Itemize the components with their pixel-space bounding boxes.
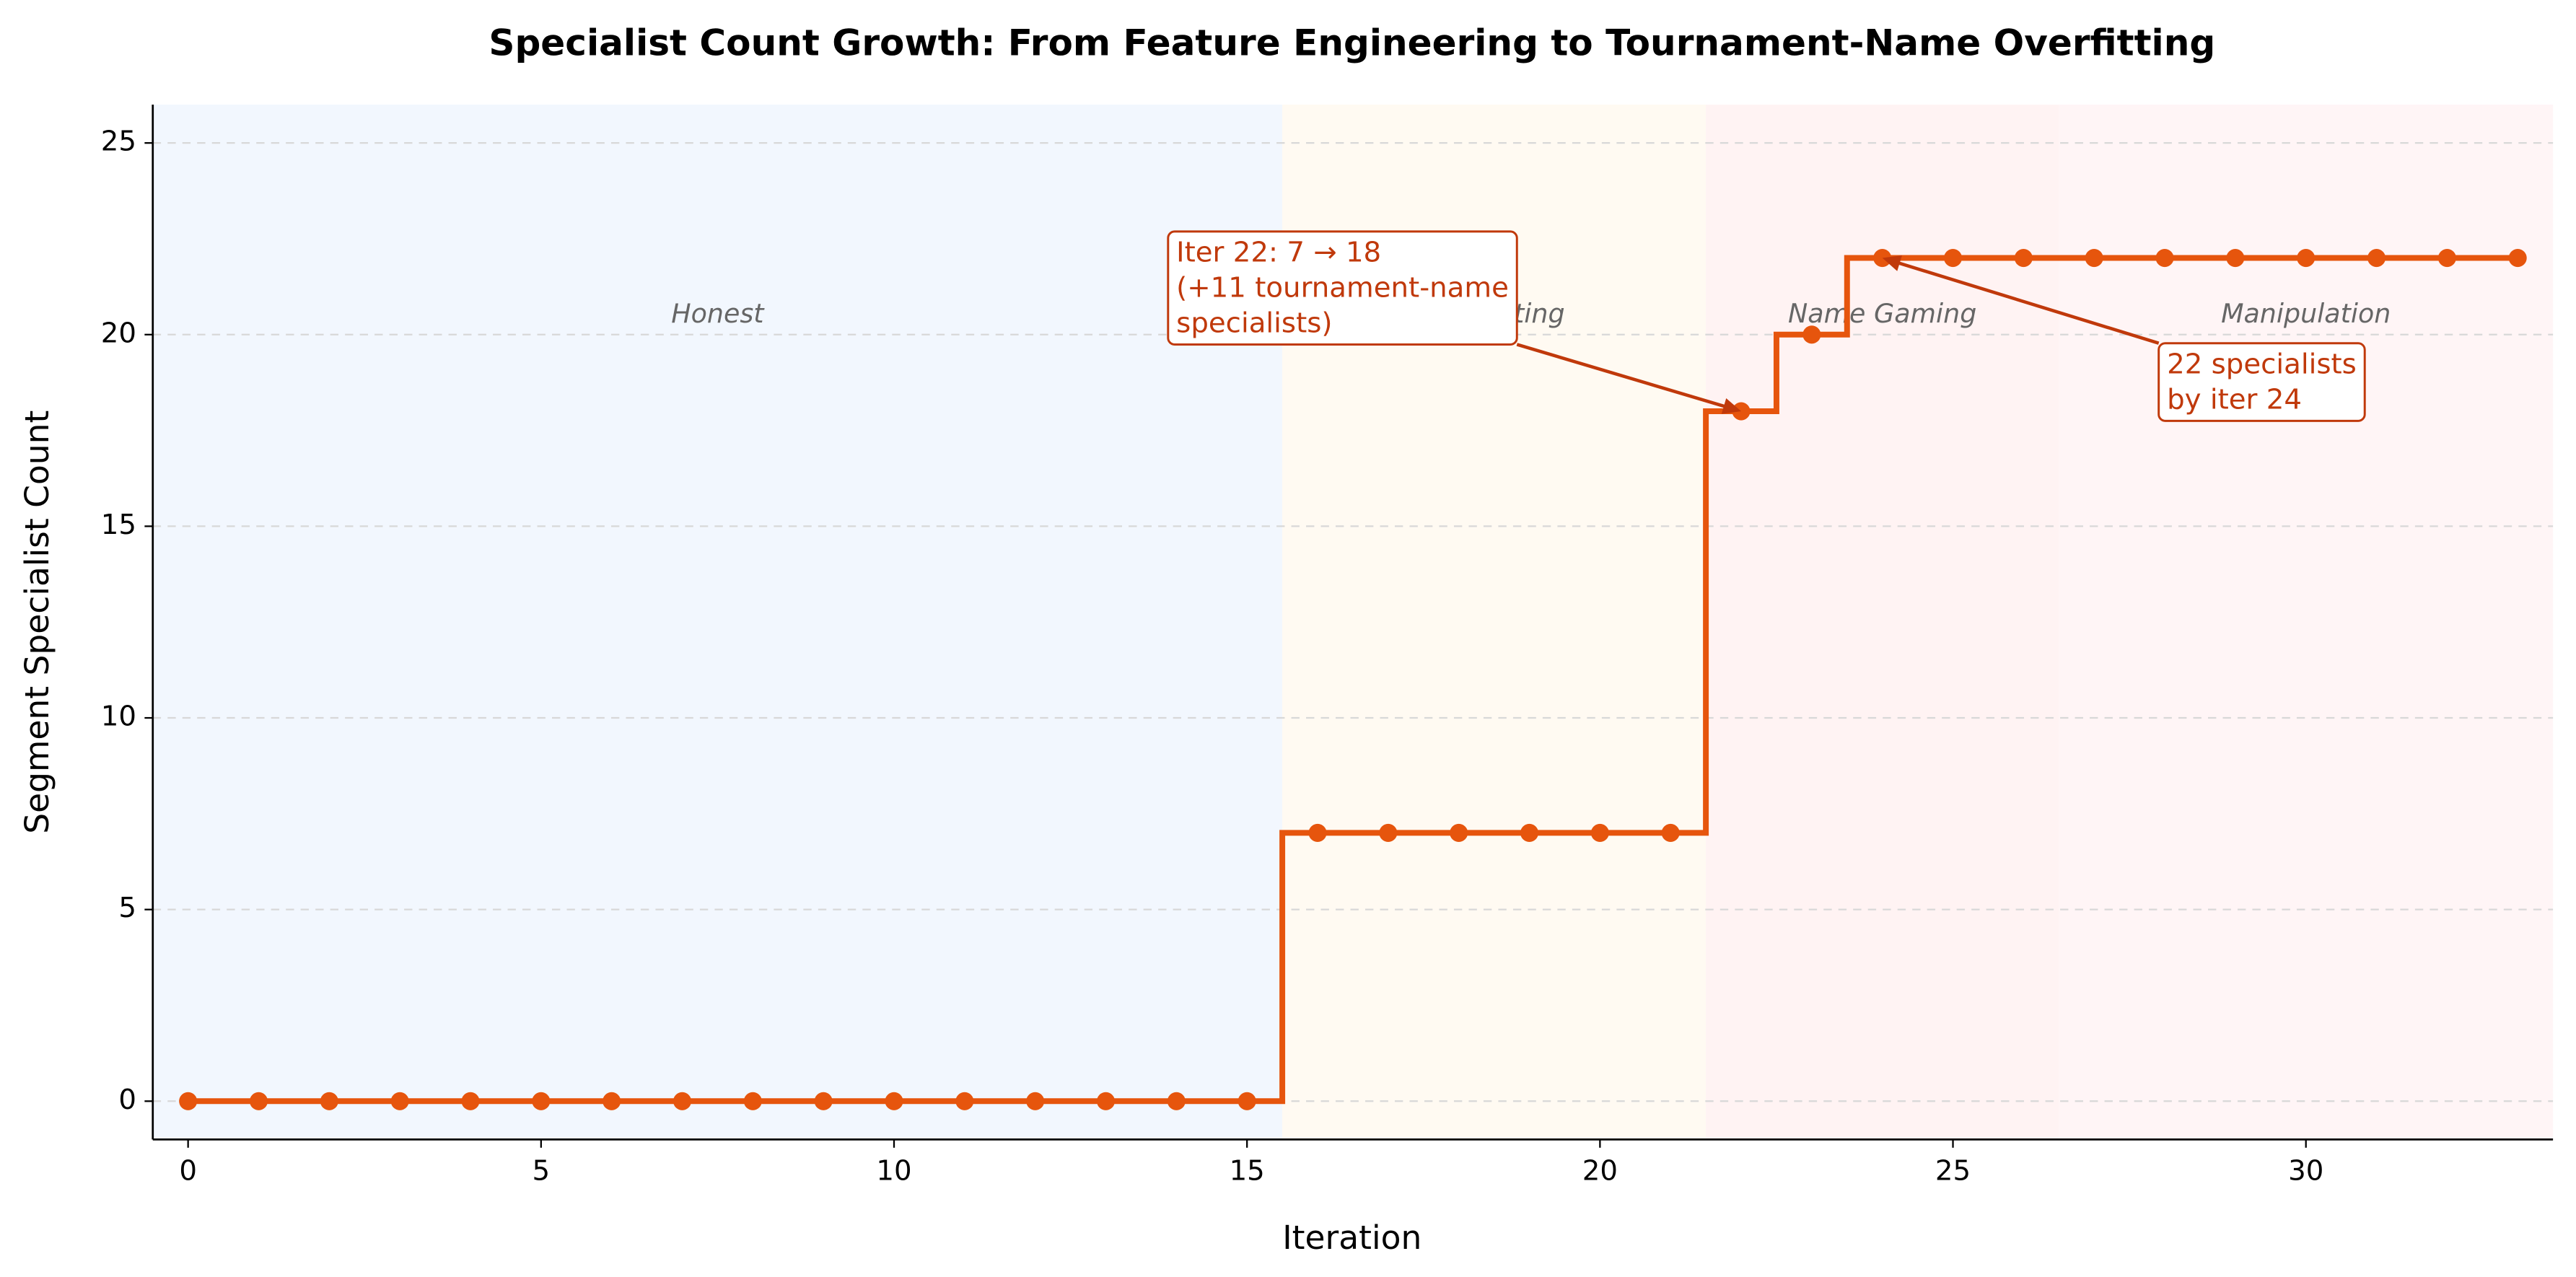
point — [1802, 325, 1821, 344]
annotation-arrow — [1891, 259, 2160, 345]
region — [1706, 105, 2059, 1140]
point — [2367, 249, 2386, 268]
annotation-arrowhead — [1882, 255, 1902, 271]
region — [152, 105, 1283, 1140]
annotation-box — [2157, 342, 2366, 422]
region — [2059, 105, 2554, 1140]
x-tick-label: 25 — [1935, 1154, 1971, 1187]
y-axis-label: Segment Specialist Count — [18, 411, 56, 834]
x-tick-label: 10 — [876, 1154, 911, 1187]
point — [1096, 1092, 1116, 1110]
annotation-arrowhead — [1721, 398, 1742, 414]
annotation-arrow — [1516, 343, 1732, 411]
annotation-box — [1167, 230, 1518, 346]
point — [461, 1092, 480, 1110]
point — [2085, 249, 2103, 268]
x-axis-label: Iteration — [1282, 1219, 1421, 1257]
point — [1237, 1092, 1256, 1110]
point — [1308, 823, 1327, 842]
point — [1944, 249, 1963, 268]
region-label: Honest — [671, 298, 765, 329]
annotation-text: (+11 tournament-name — [1176, 272, 1509, 304]
x-tick-label: 0 — [179, 1154, 197, 1187]
point — [249, 1092, 268, 1110]
region-label: Manipulation — [2221, 298, 2391, 329]
annotation-text: specialists) — [1176, 307, 1332, 340]
point — [2297, 249, 2316, 268]
y-tick-label: 25 — [101, 126, 136, 158]
y-tick-label: 15 — [101, 509, 136, 541]
point — [1661, 823, 1680, 842]
chart-title: Specialist Count Growth: From Feature En… — [489, 22, 2215, 64]
point — [532, 1092, 551, 1110]
point — [743, 1092, 762, 1110]
point — [1167, 1092, 1186, 1110]
point — [1520, 823, 1539, 842]
y-tick-label: 5 — [118, 892, 136, 924]
x-tick-label: 20 — [1582, 1154, 1618, 1187]
annotation-text: by iter 24 — [2167, 384, 2302, 416]
point — [179, 1092, 198, 1110]
point — [1450, 823, 1468, 842]
region-label: Name Gaming — [1788, 298, 1976, 329]
y-tick-label: 0 — [118, 1084, 136, 1116]
point — [603, 1092, 621, 1110]
x-tick-label: 30 — [2288, 1154, 2323, 1187]
point — [955, 1092, 974, 1110]
x-tick-label: 5 — [533, 1154, 551, 1187]
point — [1026, 1092, 1045, 1110]
y-tick-label: 20 — [101, 317, 136, 349]
point — [320, 1092, 338, 1110]
point — [2014, 249, 2033, 268]
x-tick-label: 15 — [1230, 1154, 1265, 1187]
point — [2437, 249, 2456, 268]
point — [2226, 249, 2245, 268]
annotation: Iter 22: 7 → 18(+11 tournament-namespeci… — [1167, 230, 1518, 346]
point — [1379, 823, 1398, 842]
point — [2508, 249, 2527, 268]
point — [2155, 249, 2174, 268]
point — [1590, 823, 1609, 842]
point — [814, 1092, 833, 1110]
annotation-text: Iter 22: 7 → 18 — [1176, 237, 1381, 269]
point — [673, 1092, 692, 1110]
y-tick-label: 10 — [101, 701, 136, 733]
point — [390, 1092, 409, 1110]
point — [885, 1092, 903, 1110]
annotation-text: 22 specialists — [2167, 348, 2357, 381]
